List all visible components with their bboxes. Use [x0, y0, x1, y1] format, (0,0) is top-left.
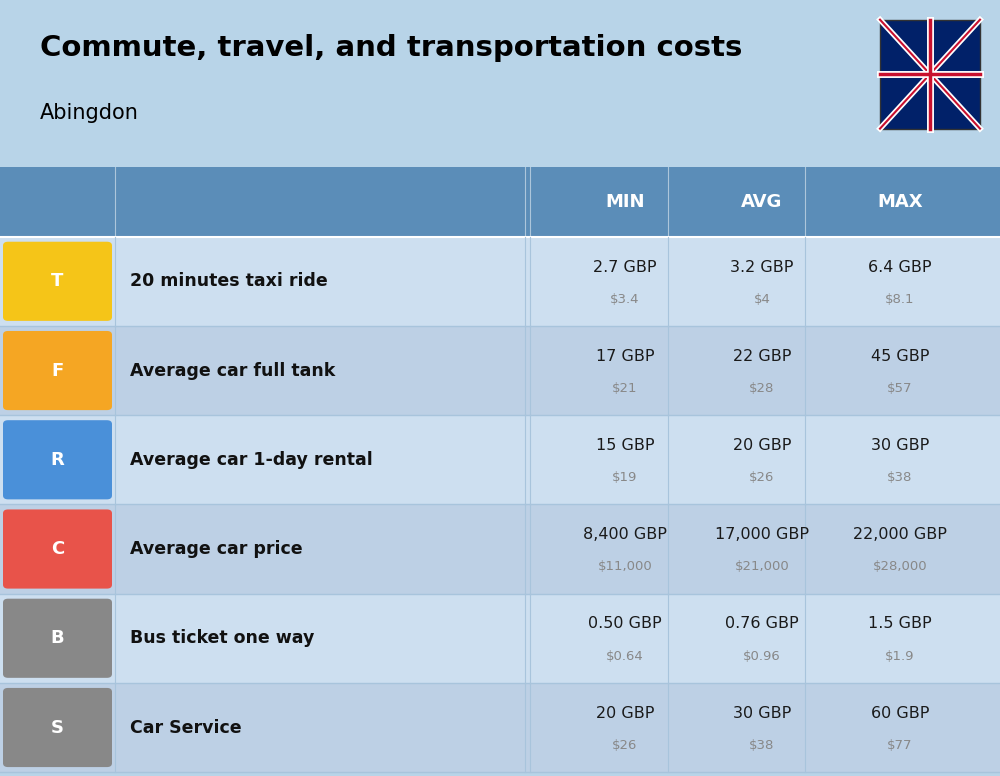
FancyBboxPatch shape — [0, 0, 1000, 151]
FancyBboxPatch shape — [0, 415, 1000, 504]
Text: Average car 1-day rental: Average car 1-day rental — [130, 451, 373, 469]
FancyBboxPatch shape — [0, 504, 1000, 594]
Text: 8,400 GBP: 8,400 GBP — [583, 527, 667, 542]
FancyBboxPatch shape — [0, 683, 1000, 772]
Text: $28,000: $28,000 — [873, 560, 927, 573]
Text: Average car price: Average car price — [130, 540, 303, 558]
Text: $21: $21 — [612, 382, 638, 395]
Text: $57: $57 — [887, 382, 913, 395]
FancyBboxPatch shape — [0, 167, 1000, 237]
Text: 3.2 GBP: 3.2 GBP — [730, 259, 794, 275]
Text: 2.7 GBP: 2.7 GBP — [593, 259, 657, 275]
Text: Bus ticket one way: Bus ticket one way — [130, 629, 314, 647]
Text: Abingdon: Abingdon — [40, 103, 139, 123]
Text: T: T — [51, 272, 64, 290]
Text: $1.9: $1.9 — [885, 650, 915, 663]
Text: $0.64: $0.64 — [606, 650, 644, 663]
FancyBboxPatch shape — [3, 242, 112, 321]
Text: 30 GBP: 30 GBP — [733, 705, 791, 721]
FancyBboxPatch shape — [3, 688, 112, 767]
Text: $28: $28 — [749, 382, 775, 395]
Text: $38: $38 — [749, 739, 775, 752]
Text: 20 GBP: 20 GBP — [733, 438, 791, 453]
Text: MAX: MAX — [877, 192, 923, 211]
Text: 20 minutes taxi ride: 20 minutes taxi ride — [130, 272, 328, 290]
FancyBboxPatch shape — [3, 421, 112, 500]
FancyBboxPatch shape — [3, 331, 112, 411]
FancyBboxPatch shape — [0, 151, 1000, 167]
FancyBboxPatch shape — [3, 599, 112, 678]
Text: 1.5 GBP: 1.5 GBP — [868, 616, 932, 632]
Text: $77: $77 — [887, 739, 913, 752]
Text: 20 GBP: 20 GBP — [596, 705, 654, 721]
Text: $0.96: $0.96 — [743, 650, 781, 663]
Text: R: R — [51, 451, 64, 469]
Text: B: B — [51, 629, 64, 647]
Text: $8.1: $8.1 — [885, 293, 915, 306]
Text: Average car full tank: Average car full tank — [130, 362, 335, 379]
Text: 6.4 GBP: 6.4 GBP — [868, 259, 932, 275]
Text: $3.4: $3.4 — [610, 293, 640, 306]
Text: 30 GBP: 30 GBP — [871, 438, 929, 453]
Text: $4: $4 — [754, 293, 770, 306]
Text: 0.76 GBP: 0.76 GBP — [725, 616, 799, 632]
Text: MIN: MIN — [605, 192, 645, 211]
Text: Car Service: Car Service — [130, 719, 242, 736]
Text: $26: $26 — [612, 739, 638, 752]
Text: $11,000: $11,000 — [598, 560, 652, 573]
Text: S: S — [51, 719, 64, 736]
Text: $26: $26 — [749, 471, 775, 484]
Text: C: C — [51, 540, 64, 558]
Text: F: F — [51, 362, 64, 379]
Text: 17,000 GBP: 17,000 GBP — [715, 527, 809, 542]
FancyBboxPatch shape — [3, 510, 112, 589]
Text: $19: $19 — [612, 471, 638, 484]
Text: 45 GBP: 45 GBP — [871, 348, 929, 364]
Text: 15 GBP: 15 GBP — [596, 438, 654, 453]
Text: 60 GBP: 60 GBP — [871, 705, 929, 721]
Text: 22 GBP: 22 GBP — [733, 348, 791, 364]
Text: 22,000 GBP: 22,000 GBP — [853, 527, 947, 542]
Text: AVG: AVG — [741, 192, 783, 211]
Text: Commute, travel, and transportation costs: Commute, travel, and transportation cost… — [40, 34, 742, 62]
FancyBboxPatch shape — [0, 326, 1000, 415]
FancyBboxPatch shape — [880, 19, 980, 129]
Text: $38: $38 — [887, 471, 913, 484]
FancyBboxPatch shape — [0, 594, 1000, 683]
Text: $21,000: $21,000 — [735, 560, 789, 573]
Text: 0.50 GBP: 0.50 GBP — [588, 616, 662, 632]
FancyBboxPatch shape — [0, 237, 1000, 326]
Text: 17 GBP: 17 GBP — [596, 348, 654, 364]
